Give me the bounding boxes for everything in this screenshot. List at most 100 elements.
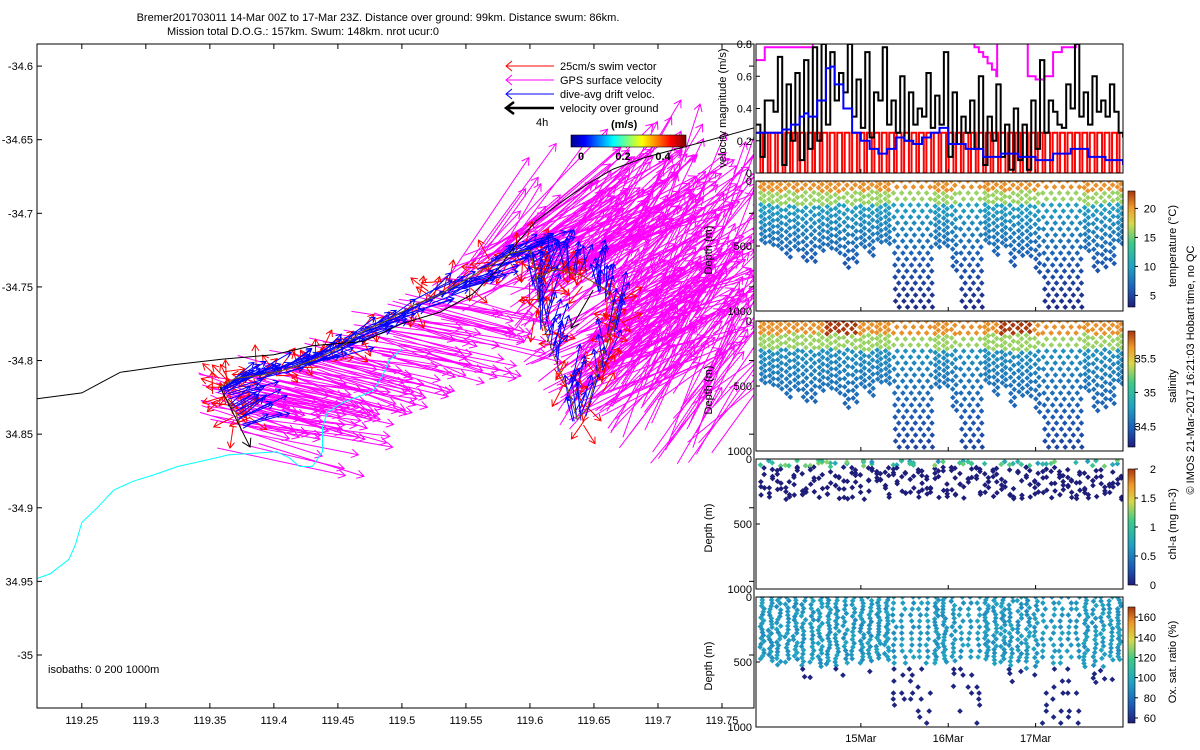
map-x-tick-label: 119.65 <box>578 715 611 727</box>
profile-sample-marker <box>885 472 892 479</box>
profile-sample-marker <box>977 220 984 226</box>
profile-sample-marker <box>1111 244 1117 251</box>
gps-vector <box>565 274 628 398</box>
profile-sample-marker <box>1066 402 1073 408</box>
profile-sample-marker <box>1015 339 1021 346</box>
profile-sample-marker <box>910 600 917 606</box>
profile-sample-marker <box>951 602 958 609</box>
profile-sample-marker <box>1002 236 1009 243</box>
profile-sample-marker <box>803 344 809 351</box>
profile-sample-marker <box>1111 252 1117 259</box>
profile-sample-marker <box>1024 368 1030 374</box>
profile-sample-marker <box>895 396 902 402</box>
profile-sample-marker <box>957 354 964 360</box>
profile-sample-marker <box>991 381 997 387</box>
profile-sample-marker <box>1044 256 1051 262</box>
profile-sample-marker <box>1006 334 1013 340</box>
profile-sample-marker <box>841 244 848 250</box>
colorbar-tick-label: 140 <box>1138 632 1156 644</box>
profile-sample-marker <box>993 321 1000 328</box>
profile-sample-marker <box>1014 459 1021 465</box>
profile-sample-marker <box>912 420 919 426</box>
profile-sample-marker <box>1114 324 1121 330</box>
profile-sample-marker <box>819 459 825 464</box>
map-x-tick-label: 119.45 <box>321 715 354 727</box>
profile-sample-marker <box>1058 438 1065 444</box>
profile-sample-marker <box>990 493 997 500</box>
profile-sample-marker <box>990 192 996 198</box>
profile-sample-marker <box>1066 250 1072 256</box>
profile-sample-marker <box>844 330 850 337</box>
profile-sample-marker <box>1090 352 1096 358</box>
profile-sample-marker <box>1069 268 1076 274</box>
profile-sample-marker <box>990 332 996 338</box>
profile-sample-marker <box>1073 214 1080 220</box>
dive-vector <box>602 243 610 283</box>
swim-vector <box>200 376 223 387</box>
profile-sample-marker <box>1050 286 1056 292</box>
profile-sample-marker <box>799 181 805 184</box>
profile-sample-marker <box>985 644 991 650</box>
profile-sample-marker <box>1031 335 1038 342</box>
profile-sample-marker <box>1077 220 1083 226</box>
section-y-tick-label: 0 <box>746 176 752 188</box>
profile-sample-marker <box>892 286 899 292</box>
gps-vector <box>606 163 676 301</box>
gps-vector <box>353 324 471 347</box>
profile-sample-marker <box>994 223 1001 230</box>
profile-sample-marker <box>1081 620 1088 627</box>
dive-vector <box>601 329 623 371</box>
profile-sample-marker <box>1090 482 1096 489</box>
dive-vector <box>431 287 470 304</box>
profile-sample-marker <box>932 368 939 375</box>
profile-sample-marker <box>1019 238 1026 245</box>
profile-sample-marker <box>853 212 859 219</box>
gps-vector <box>399 343 518 370</box>
profile-sample-marker <box>965 636 972 642</box>
map-axes-box <box>36 43 755 709</box>
profile-sample-marker <box>1006 606 1012 612</box>
profile-sample-marker <box>1050 714 1057 720</box>
profile-sample-marker <box>1035 481 1042 488</box>
profile-sample-marker <box>981 184 988 190</box>
profile-sample-marker <box>1003 243 1009 249</box>
profile-sample-marker <box>978 256 985 262</box>
profile-sample-marker <box>807 325 814 332</box>
profile-sample-marker <box>908 274 915 280</box>
profile-sample-marker <box>948 203 955 210</box>
profile-sample-marker <box>970 396 976 402</box>
section-ylabel: Depth (m) <box>703 366 715 415</box>
profile-sample-marker <box>1076 654 1083 660</box>
profile-sample-marker <box>841 202 847 209</box>
profile-sample-marker <box>1089 462 1096 469</box>
profile-sample-marker <box>799 223 806 230</box>
profile-sample-marker <box>1061 420 1068 426</box>
profile-sample-marker <box>895 280 902 286</box>
profile-sample-marker <box>803 212 809 218</box>
profile-sample-marker <box>1110 197 1116 204</box>
profile-sample-marker <box>1024 220 1030 227</box>
profile-sample-marker <box>1110 237 1117 243</box>
profile-sample-marker <box>925 426 932 432</box>
profile-sample-marker <box>998 181 1004 184</box>
profile-sample-marker <box>850 632 857 639</box>
profile-sample-marker <box>1093 190 1099 197</box>
profile-sample-marker <box>925 600 931 606</box>
gps-vector <box>392 300 518 339</box>
profile-sample-marker <box>1106 341 1113 348</box>
profile-sample-marker <box>1024 235 1030 241</box>
profile-sample-marker <box>968 466 975 472</box>
profile-sample-marker <box>961 360 967 366</box>
profile-sample-marker <box>1074 250 1081 256</box>
profile-sample-marker <box>1028 245 1034 252</box>
profile-sample-marker <box>1102 387 1109 394</box>
profile-sample-marker <box>1031 195 1038 202</box>
profile-sample-marker <box>1106 209 1113 216</box>
profile-sample-marker <box>960 324 967 330</box>
profile-sample-marker <box>1011 394 1018 401</box>
profile-sample-marker <box>1043 702 1050 708</box>
profile-sample-marker <box>1090 369 1097 376</box>
profile-sample-marker <box>1093 474 1100 481</box>
profile-sample-marker <box>948 195 955 201</box>
